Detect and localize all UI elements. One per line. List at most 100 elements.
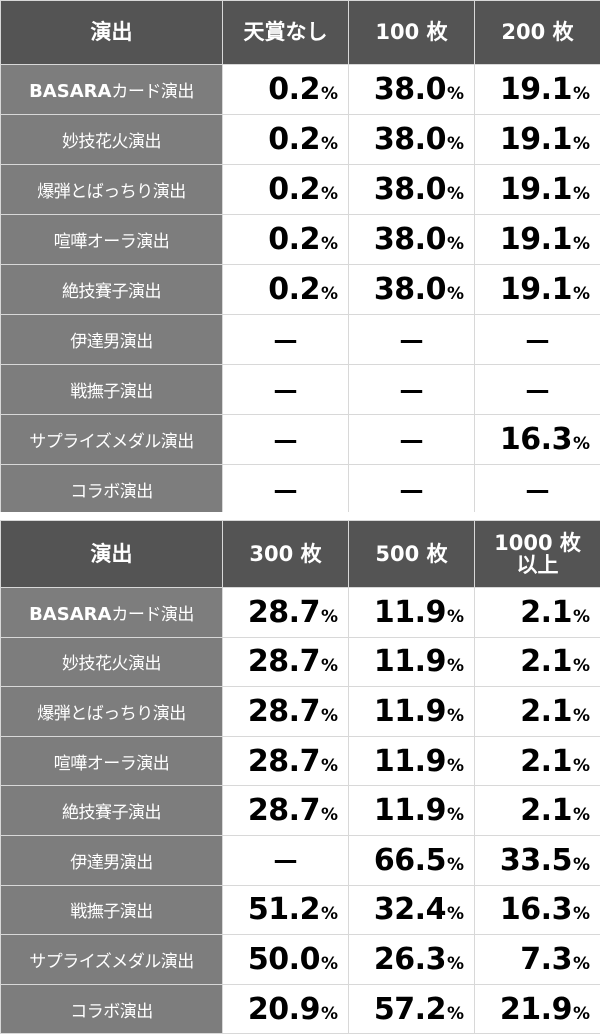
row-label: 妙技花火演出 xyxy=(0,114,223,165)
row-label-text: サプライズメダル演出 xyxy=(29,951,194,972)
table-body: BASARAカード演出 28.7% 11.9% 2.1% 妙技花火演出 28.7% 11.9… xyxy=(0,587,600,1034)
row-label-text: 絶技賽子演出 xyxy=(62,803,162,824)
value-cell: 19.1% xyxy=(474,64,600,115)
percent-sign: % xyxy=(572,606,590,627)
percentage-value: 28.7 xyxy=(247,594,321,630)
row-label: 喧嘩オーラ演出 xyxy=(0,214,223,265)
percent-sign: % xyxy=(572,904,590,925)
percent-sign: % xyxy=(446,1003,464,1024)
percent-sign: % xyxy=(320,134,338,154)
percent-sign: % xyxy=(446,656,464,677)
percentage-value: 19.1 xyxy=(499,122,573,157)
table-row: 妙技花火演出 0.2% 38.0% 19.1% xyxy=(0,114,600,165)
percentage-value: 66.5 xyxy=(373,842,447,878)
table-row: 喧嘩オーラ演出 0.2% 38.0% 19.1% xyxy=(0,214,600,265)
percentage-value: 28.7 xyxy=(247,644,321,680)
value-cell: 28.7% xyxy=(222,636,349,688)
percentage-value: 19.1 xyxy=(499,172,573,207)
percent-sign: % xyxy=(572,84,590,104)
value-cell: 2.1% xyxy=(474,686,600,737)
row-label: サプライズメダル演出 xyxy=(0,934,223,985)
percentage-value: 2.1 xyxy=(520,594,572,630)
no-value-dash: — xyxy=(273,375,298,404)
value-cell: 11.9% xyxy=(348,785,475,836)
percentage-value: 0.2 xyxy=(268,72,320,107)
row-label-text: 戦撫子演出 xyxy=(70,902,153,923)
percent-sign: % xyxy=(446,134,464,154)
percent-sign: % xyxy=(572,284,590,304)
value-cell: 57.2% xyxy=(348,983,475,1034)
table-divider xyxy=(0,512,600,520)
percentage-value: 0.2 xyxy=(268,272,320,307)
table-body: BASARAカード演出 0.2% 38.0% 19.1% 妙技花火演出 0.2% 38.0%… xyxy=(0,64,600,515)
table-row: BASARAカード演出 0.2% 38.0% 19.1% xyxy=(0,64,600,115)
percent-sign: % xyxy=(572,134,590,154)
table-row: コラボ演出 20.9% 57.2% 21.9% xyxy=(0,983,600,1034)
probability-table-1: 演出 天賞なし 100 枚 200 枚 BASARAカード演出 0.2% 38.0%… xyxy=(0,0,600,515)
table-row: 絶技賽子演出 28.7% 11.9% 2.1% xyxy=(0,785,600,836)
table-row: 絶技賽子演出 0.2% 38.0% 19.1% xyxy=(0,264,600,315)
no-value-dash: — xyxy=(273,325,298,354)
percentage-value: 21.9 xyxy=(499,991,573,1027)
percentage-value: 0.2 xyxy=(268,122,320,157)
row-label: 絶技賽子演出 xyxy=(0,264,223,315)
value-cell: — xyxy=(474,364,600,415)
value-cell: — xyxy=(348,414,475,465)
table-row: コラボ演出 — — — xyxy=(0,464,600,515)
value-cell: 16.3% xyxy=(474,414,600,465)
percent-sign: % xyxy=(320,805,338,826)
percent-sign: % xyxy=(446,184,464,204)
percent-sign: % xyxy=(572,854,590,875)
percent-sign: % xyxy=(320,705,338,726)
probability-table-2: 演出 300 枚 500 枚 1000 枚 以上 BASARAカード演出 28.7… xyxy=(0,520,600,1034)
value-cell: 21.9% xyxy=(474,983,600,1034)
value-cell: 28.7% xyxy=(222,587,349,638)
percentage-value: 38.0 xyxy=(373,172,447,207)
value-cell: 38.0% xyxy=(348,64,475,115)
row-label: BASARAカード演出 xyxy=(0,587,223,638)
row-label: 妙技花火演出 xyxy=(0,636,223,688)
value-cell: 2.1% xyxy=(474,735,600,787)
value-cell: 19.1% xyxy=(474,214,600,265)
row-label-text: 喧嘩オーラ演出 xyxy=(53,232,170,252)
table-header-row: 演出 天賞なし 100 枚 200 枚 xyxy=(0,0,600,65)
percentage-value: 19.1 xyxy=(499,72,573,107)
header-cell-col-2: 500 枚 xyxy=(348,520,475,588)
value-cell: 20.9% xyxy=(222,983,349,1034)
value-cell: 11.9% xyxy=(348,686,475,737)
value-cell: 11.9% xyxy=(348,587,475,638)
row-label-text: コラボ演出 xyxy=(70,482,153,502)
row-label-text: カード演出 xyxy=(111,604,194,625)
row-label-text: 妙技花火演出 xyxy=(62,132,162,152)
value-cell: 28.7% xyxy=(222,735,349,787)
percentage-value: 0.2 xyxy=(268,172,320,207)
value-cell: — xyxy=(222,464,349,515)
value-cell: 0.2% xyxy=(222,64,349,115)
percentage-value: 19.1 xyxy=(499,272,573,307)
percentage-value: 20.9 xyxy=(247,991,321,1027)
percentage-value: 33.5 xyxy=(499,842,573,878)
value-cell: 11.9% xyxy=(348,636,475,688)
row-label: 爆弾とばっちり演出 xyxy=(0,164,223,215)
percent-sign: % xyxy=(446,755,464,776)
row-label: 絶技賽子演出 xyxy=(0,785,223,836)
percentage-value: 11.9 xyxy=(373,644,447,680)
percentage-value: 2.1 xyxy=(520,644,572,680)
percentage-value: 26.3 xyxy=(373,941,447,977)
value-cell: 51.2% xyxy=(222,884,349,936)
percent-sign: % xyxy=(572,705,590,726)
row-label: サプライズメダル演出 xyxy=(0,414,223,465)
percent-sign: % xyxy=(320,606,338,627)
percentage-value: 2.1 xyxy=(520,693,572,729)
percent-sign: % xyxy=(446,904,464,925)
table-row: 妙技花火演出 28.7% 11.9% 2.1% xyxy=(0,636,600,688)
percent-sign: % xyxy=(572,1003,590,1024)
percentage-value: 28.7 xyxy=(247,793,321,829)
percentage-value: 28.7 xyxy=(247,693,321,729)
percentage-value: 2.1 xyxy=(520,793,572,829)
no-value-dash: — xyxy=(399,325,424,354)
percent-sign: % xyxy=(446,705,464,726)
value-cell: — xyxy=(474,464,600,515)
percent-sign: % xyxy=(320,904,338,925)
percent-sign: % xyxy=(320,284,338,304)
